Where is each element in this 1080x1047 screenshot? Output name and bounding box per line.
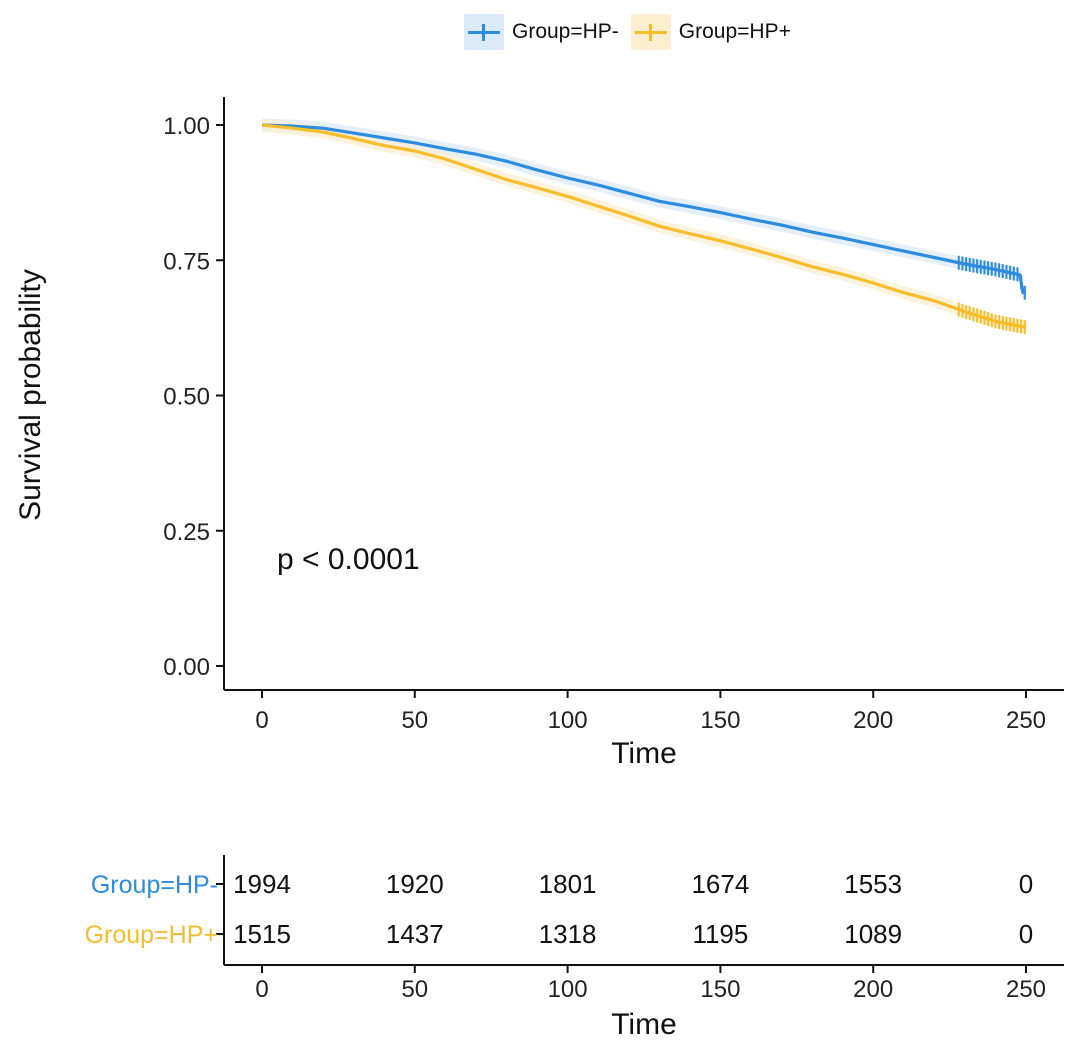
y-tick-label: 0.25 xyxy=(163,519,210,546)
risk-row-label-group-hp: Group=HP- xyxy=(91,871,218,899)
risk-x-tick-label: 250 xyxy=(1006,976,1046,1003)
x-axis-title: Time xyxy=(611,737,677,770)
risk-x-tick-label: 150 xyxy=(700,976,740,1003)
y-axis-title: Survival probability xyxy=(14,269,47,521)
legend-key-hp-minus xyxy=(464,14,504,50)
risk-count-group-hp: 1089 xyxy=(844,919,902,949)
legend-item-hp-minus[interactable]: Group=HP- xyxy=(464,14,619,50)
risk-count-group-hp: 1994 xyxy=(233,869,291,899)
risk-count-group-hp: 0 xyxy=(1019,869,1033,899)
x-tick-label: 0 xyxy=(255,707,268,734)
risk-count-group-hp: 0 xyxy=(1019,919,1033,949)
legend-label-hp-minus: Group=HP- xyxy=(512,20,619,43)
survival-curve-group-hp xyxy=(261,123,1027,329)
risk-count-group-hp: 1674 xyxy=(691,869,749,899)
y-tick-label: 0.75 xyxy=(163,248,210,275)
risk-count-group-hp: 1515 xyxy=(233,919,291,949)
legend: Group=HP- Group=HP+ xyxy=(464,14,797,50)
x-tick-label: 250 xyxy=(1006,707,1046,734)
x-tick-label: 50 xyxy=(401,707,428,734)
risk-x-tick-label: 50 xyxy=(401,976,428,1003)
y-tick-label: 0.00 xyxy=(163,654,210,681)
risk-x-tick-label: 0 xyxy=(255,976,268,1003)
p-value-annotation: p < 0.0001 xyxy=(277,543,420,576)
y-tick-label: 0.50 xyxy=(163,384,210,411)
risk-count-group-hp: 1195 xyxy=(692,919,748,949)
risk-x-tick-label: 100 xyxy=(548,976,588,1003)
legend-key-hp-plus xyxy=(630,14,671,50)
risk-count-group-hp: 1801 xyxy=(539,869,597,899)
y-tick-label: 1.00 xyxy=(163,113,210,140)
risk-count-group-hp: 1553 xyxy=(844,869,902,899)
legend-item-hp-plus[interactable]: Group=HP+ xyxy=(630,14,791,50)
confidence-band-group-hp xyxy=(262,118,1026,334)
risk-table: Group=HP- 1994 1920 1801 1674 1553 0 Group=HP+ 1… xyxy=(85,855,1064,1041)
risk-x-tick-label: 200 xyxy=(853,976,893,1003)
survival-curve-group-hp xyxy=(261,123,1026,295)
risk-count-group-hp: 1437 xyxy=(386,919,444,949)
risk-count-group-hp: 1318 xyxy=(539,919,597,949)
risk-x-axis-title: Time xyxy=(611,1008,677,1041)
survival-plot: 0.00 0.25 0.50 0.75 1.00 0 50 100 150 200 250 Time S… xyxy=(14,97,1064,770)
risk-row-label-group-hp: Group=HP+ xyxy=(85,921,218,949)
x-tick-label: 100 xyxy=(548,707,588,734)
x-tick-label: 200 xyxy=(853,707,893,734)
legend-label-hp-plus: Group=HP+ xyxy=(678,20,791,43)
x-tick-label: 150 xyxy=(700,707,740,734)
risk-count-group-hp: 1920 xyxy=(386,869,444,899)
